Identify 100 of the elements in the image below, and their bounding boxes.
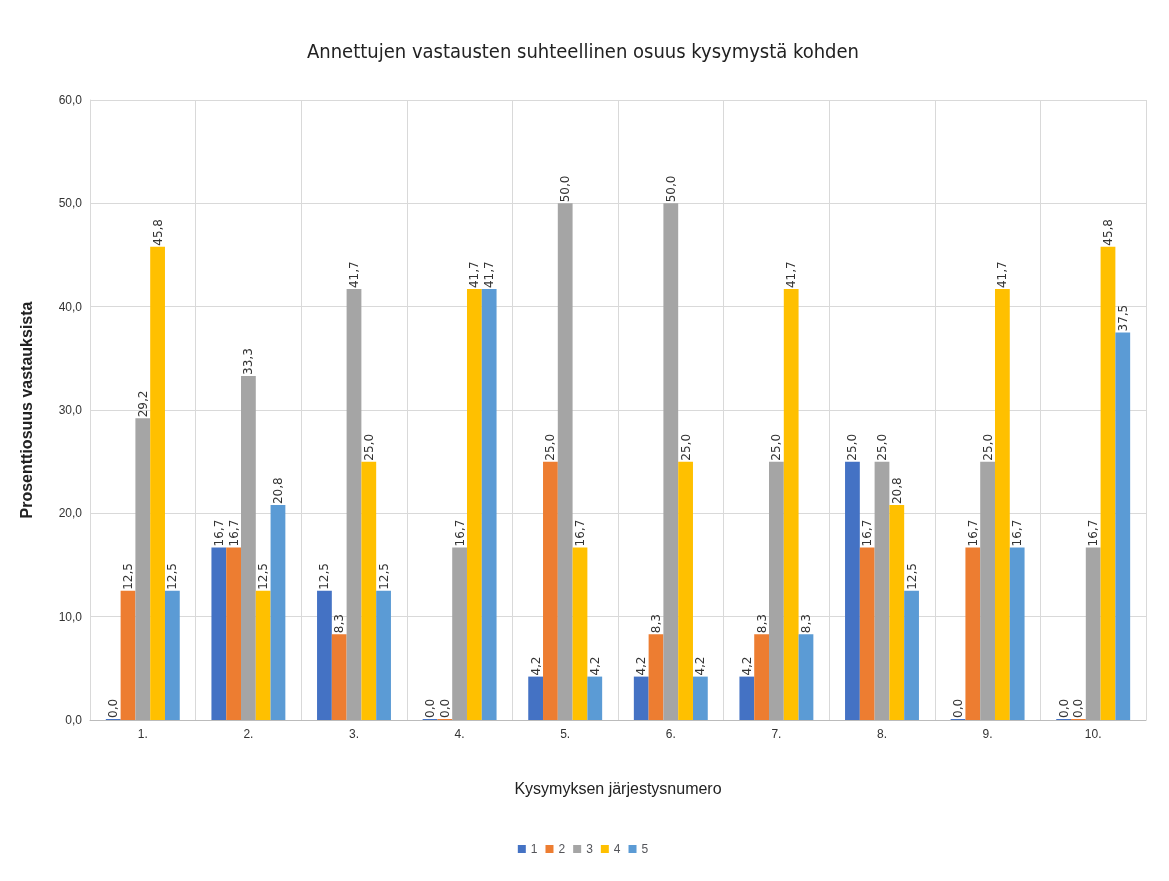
data-label: 25,0: [980, 433, 995, 461]
data-label: 0,0: [1056, 698, 1071, 718]
y-tick-label: 60,0: [58, 93, 83, 107]
data-label: 4,2: [693, 656, 708, 676]
data-label: 4,2: [634, 656, 649, 676]
data-label: 12,5: [121, 563, 136, 590]
y-tick-label: 40,0: [58, 299, 83, 314]
chart-title: Annettujen vastausten suhteellinen osuus kysymystä kohden: [306, 39, 860, 63]
bar: [874, 461, 890, 720]
data-label: 16,7: [1010, 519, 1025, 547]
data-label: 25,0: [769, 433, 784, 461]
bar: [769, 461, 784, 720]
data-label: 16,7: [1086, 519, 1101, 547]
bar: [754, 634, 770, 720]
x-tick-label: 2.: [243, 727, 254, 741]
data-label: 50,0: [663, 175, 678, 203]
bar: [317, 590, 332, 720]
y-axis-title: Prosenttiosuus vastauksista: [17, 301, 35, 519]
data-label: 20,8: [270, 477, 285, 505]
bar: [481, 289, 497, 720]
bar: [845, 461, 860, 720]
legend-label: 2: [558, 842, 566, 856]
y-tick-label: 20,0: [58, 506, 83, 521]
data-label: 12,5: [904, 563, 919, 590]
legend-label: 1: [530, 842, 538, 856]
data-label: 45,8: [1100, 219, 1115, 246]
bar: [572, 547, 588, 720]
data-label: 25,0: [543, 433, 558, 461]
bar: [663, 203, 679, 720]
x-tick-label: 5.: [560, 727, 571, 741]
data-label: 25,0: [845, 433, 860, 461]
bar: [135, 418, 151, 720]
x-tick-label: 3.: [348, 727, 360, 741]
data-label: 16,7: [226, 519, 241, 547]
bar: [980, 461, 995, 720]
x-tick-label: 4.: [454, 727, 465, 741]
y-tick-label: 0,0: [65, 713, 83, 727]
data-label: 45,8: [150, 219, 165, 246]
data-label: 0,0: [951, 698, 966, 718]
bar: [331, 634, 347, 720]
bar: [994, 289, 1010, 720]
legend-label: 4: [613, 842, 621, 856]
bar: [739, 676, 755, 720]
x-tick-label: 7.: [771, 727, 782, 741]
data-label: 50,0: [558, 175, 573, 203]
legend-label: 5: [641, 842, 649, 856]
bar: [361, 461, 377, 720]
bar: [557, 203, 573, 720]
bar: [1100, 246, 1116, 720]
x-axis-title: Kysymyksen järjestysnumero: [514, 779, 722, 797]
bar: [466, 289, 482, 720]
data-label: 41,7: [995, 261, 1010, 289]
bar: [633, 676, 649, 720]
data-label: 8,3: [332, 614, 347, 634]
bar: [226, 547, 242, 720]
bar: [692, 676, 708, 720]
data-label: 12,5: [376, 563, 391, 590]
bar: [904, 590, 919, 720]
bar: [270, 505, 286, 720]
data-label: 37,5: [1115, 304, 1130, 332]
bar: [783, 289, 799, 720]
data-label: 12,5: [317, 563, 332, 590]
data-label: 8,3: [649, 614, 664, 634]
data-label: 8,3: [754, 614, 769, 634]
bar: [648, 634, 664, 720]
data-label: 8,3: [798, 614, 813, 634]
bar: [1085, 547, 1101, 720]
bar: [164, 590, 180, 720]
bar: [678, 461, 693, 720]
y-tick-label: 50,0: [58, 196, 83, 211]
bar: [798, 634, 814, 720]
data-label: 25,0: [875, 433, 889, 461]
y-tick-label: 30,0: [58, 403, 83, 417]
data-label: 33,3: [241, 348, 256, 375]
bar: [965, 547, 981, 720]
bar: [211, 547, 227, 720]
data-label: 20,8: [889, 477, 904, 505]
data-label: 12,5: [165, 563, 180, 590]
data-label: 12,5: [256, 563, 271, 590]
bar: [1115, 332, 1131, 720]
data-label: 41,7: [467, 261, 482, 289]
bar: [346, 289, 362, 720]
data-label: 4,2: [528, 656, 543, 676]
bar: [889, 505, 905, 720]
data-label: 16,7: [965, 519, 980, 547]
data-label: 0,0: [437, 698, 452, 718]
bar: [241, 375, 256, 720]
x-tick-label: 1.: [137, 727, 148, 741]
data-label: 0,0: [423, 698, 438, 718]
data-label: 16,7: [860, 519, 875, 547]
x-tick-label: 9.: [982, 727, 993, 741]
bar: [587, 676, 603, 720]
data-label: 4,2: [587, 656, 602, 676]
bar: [543, 461, 558, 720]
data-label: 0,0: [106, 698, 121, 718]
data-label: 16,7: [211, 519, 226, 547]
data-label: 4,2: [739, 656, 754, 676]
data-label: 29,2: [135, 390, 150, 418]
bar: [452, 547, 467, 720]
bar: [376, 590, 391, 720]
